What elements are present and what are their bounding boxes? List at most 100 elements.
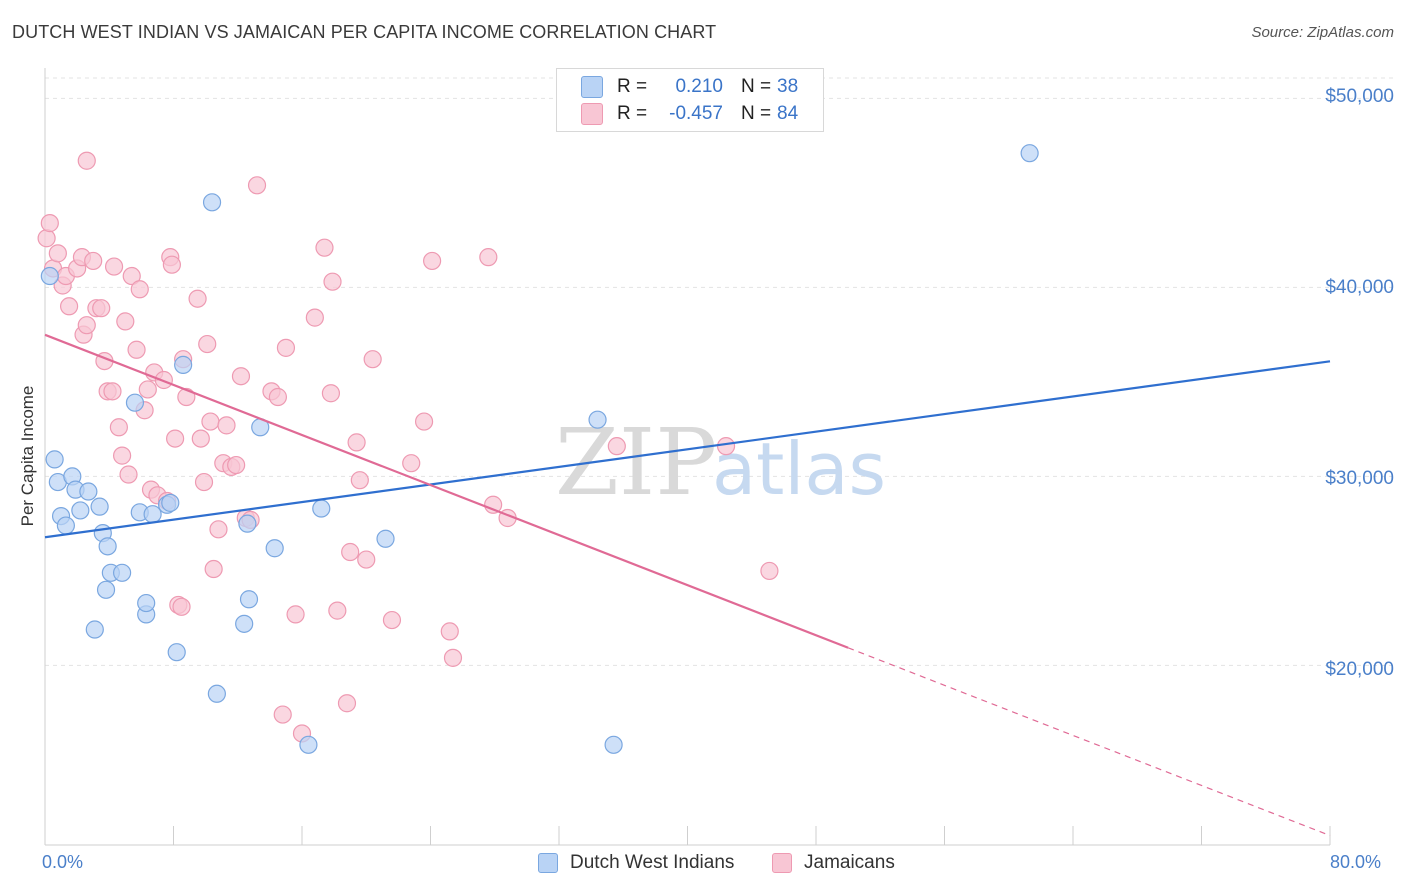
n-value: 84: [777, 103, 799, 124]
data-point: [376, 529, 395, 548]
legend-label: Dutch West Indians: [570, 852, 735, 873]
data-point: [423, 251, 442, 271]
data-point: [198, 334, 217, 354]
chart-source: Source: ZipAtlas.com: [1251, 24, 1394, 41]
legend-row-blue: R = 0.210 N = 38: [581, 75, 798, 99]
r-value: -0.457: [669, 103, 723, 124]
data-point: [231, 367, 251, 386]
correlation-legend: R = 0.210 N = 38 R = -0.457 N = 84: [556, 68, 824, 132]
r-value: 0.210: [675, 76, 723, 97]
data-point: [174, 355, 193, 374]
data-point: [341, 542, 360, 562]
data-point: [312, 499, 331, 518]
n-label: N =: [741, 103, 772, 124]
data-point: [268, 387, 288, 407]
data-point: [347, 433, 366, 452]
data-point: [201, 412, 220, 431]
data-point: [716, 437, 736, 456]
data-point: [122, 266, 141, 286]
data-point: [56, 516, 75, 535]
data-point: [143, 505, 162, 524]
y-tick-label: $30,000: [1325, 468, 1394, 489]
data-point: [167, 643, 186, 662]
data-point: [109, 418, 128, 437]
r-label: R =: [617, 103, 648, 124]
data-point: [119, 465, 138, 484]
data-point: [227, 455, 246, 475]
data-point: [350, 471, 369, 490]
data-point: [162, 255, 181, 274]
trend-line-jamaicans: [44, 333, 849, 649]
data-point: [217, 416, 236, 435]
y-tick-label: $40,000: [1325, 277, 1394, 298]
data-point: [1020, 144, 1039, 163]
data-point: [90, 497, 109, 516]
data-point: [588, 410, 607, 429]
legend-swatch-pink: [581, 103, 603, 125]
data-point: [79, 482, 98, 501]
data-point: [209, 520, 228, 539]
data-point: [484, 495, 503, 514]
data-point: [286, 605, 305, 624]
data-point: [239, 590, 259, 609]
data-point: [276, 338, 296, 357]
data-point: [116, 312, 135, 331]
data-point: [247, 176, 267, 195]
legend-swatch-pink: [772, 853, 792, 873]
data-point: [328, 601, 347, 620]
data-point: [238, 514, 257, 533]
data-point: [138, 380, 157, 399]
data-point: [40, 266, 59, 286]
data-point: [607, 437, 626, 456]
data-point: [48, 244, 67, 263]
data-point: [40, 214, 59, 233]
data-point: [204, 559, 223, 579]
axes: [44, 68, 1331, 846]
data-point: [103, 382, 122, 401]
data-point: [37, 229, 56, 248]
watermark-atlas: atlas: [712, 427, 886, 511]
data-point: [443, 648, 463, 667]
data-point: [363, 350, 382, 369]
r-label: R =: [617, 76, 648, 97]
data-point: [125, 393, 145, 412]
data-point: [194, 472, 214, 492]
data-point: [45, 450, 64, 469]
data-point: [172, 597, 191, 616]
data-point: [104, 257, 124, 276]
legend-row-pink: R = -0.457 N = 84: [581, 102, 798, 126]
data-point: [760, 561, 779, 581]
chart-title: DUTCH WEST INDIAN VS JAMAICAN PER CAPITA…: [12, 22, 717, 42]
watermark-zip: ZIP: [555, 409, 717, 516]
data-point: [77, 151, 96, 170]
data-point: [337, 694, 357, 713]
data-point: [137, 593, 156, 613]
data-point: [191, 429, 210, 448]
legend-item-jamaicans: Jamaicans: [772, 852, 895, 874]
data-point: [479, 248, 498, 267]
data-point: [59, 297, 79, 316]
data-point: [188, 289, 207, 308]
data-point: [130, 280, 149, 299]
legend-swatch-blue: [538, 853, 558, 873]
data-point: [166, 429, 185, 448]
y-tick-label: $50,000: [1325, 86, 1394, 107]
data-point: [127, 340, 146, 359]
data-point: [207, 684, 226, 703]
data-point: [440, 622, 459, 641]
legend-swatch-blue: [581, 76, 603, 98]
data-point: [321, 384, 341, 403]
data-point: [85, 620, 104, 639]
data-point: [77, 316, 96, 335]
data-point: [84, 251, 103, 271]
data-point: [299, 735, 318, 754]
legend-item-dutch-west-indians: Dutch West Indians: [538, 852, 734, 874]
data-point: [71, 501, 90, 520]
data-point: [98, 537, 117, 556]
data-point: [161, 493, 180, 512]
data-point: [265, 539, 284, 558]
data-point: [414, 412, 434, 431]
x-tick-label: 80.0%: [1330, 852, 1382, 872]
data-point: [402, 454, 421, 473]
